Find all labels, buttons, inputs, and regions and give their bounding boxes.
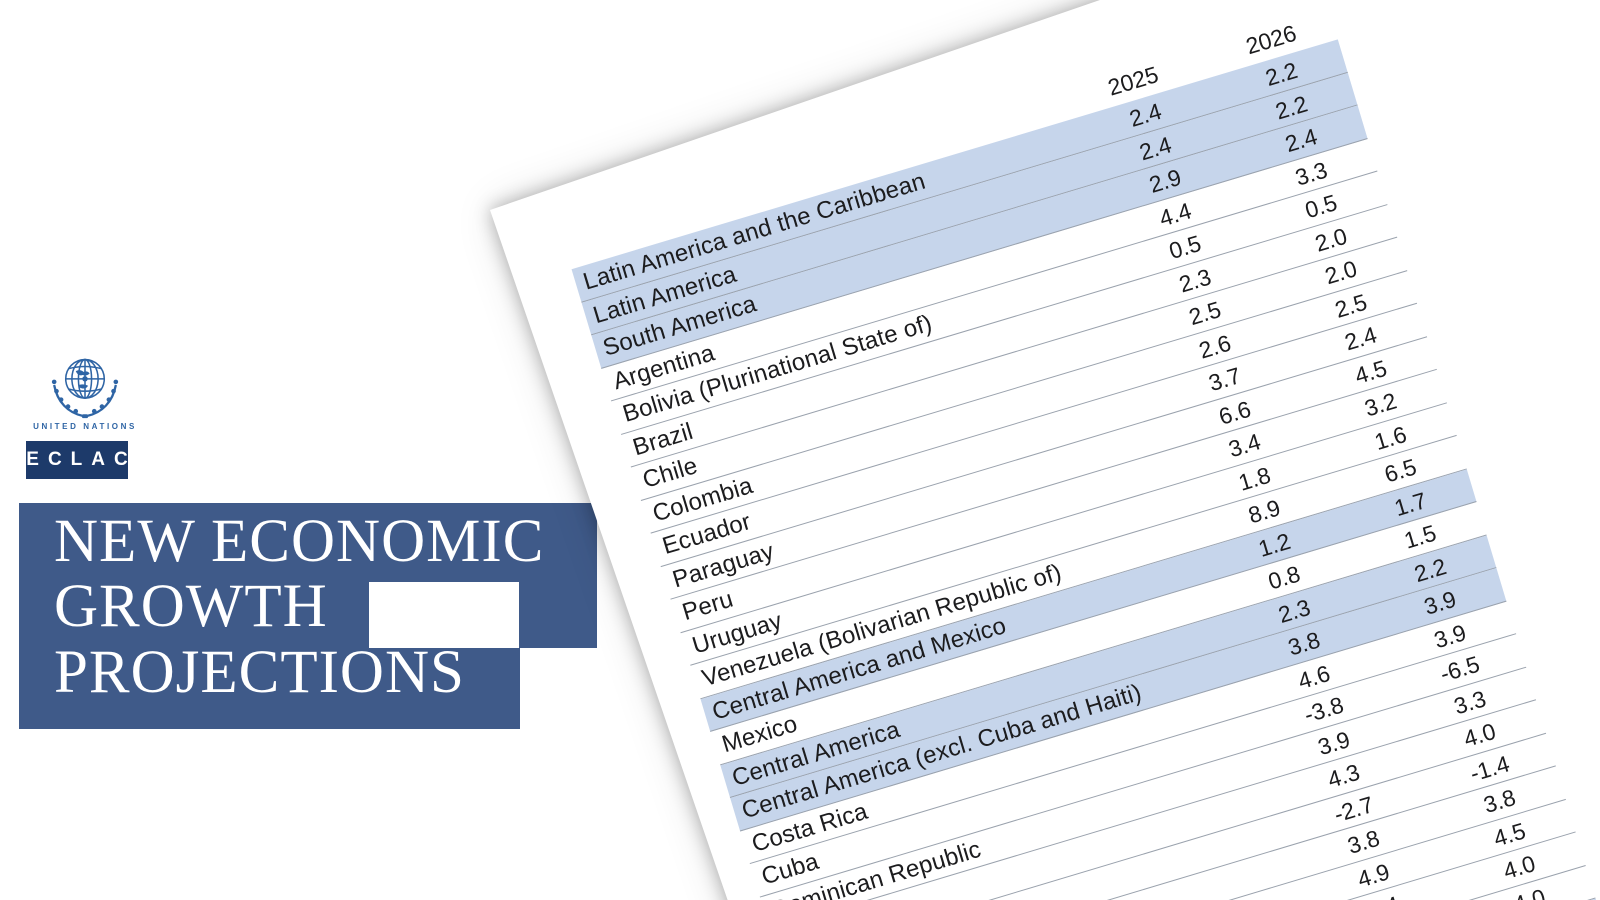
title-banner-top [19, 503, 597, 582]
page-title-line-2: GROWTH [54, 573, 328, 640]
page-title-line-3: PROJECTIONS [54, 639, 465, 706]
title-banner-middle [19, 582, 369, 648]
eclac-logo-text: ECLAC [26, 449, 137, 470]
projections-table: 2025 2026 Latin America and the Caribbea… [470, 0, 1600, 900]
page-title-line-1: NEW ECONOMIC [54, 508, 545, 575]
united-nations-label: UNITED NATIONS [33, 422, 137, 431]
un-emblem-icon [51, 358, 119, 419]
title-banner-bottom [19, 648, 520, 729]
title-banner-step [519, 582, 597, 648]
eclac-logo: ECLAC [26, 441, 128, 479]
